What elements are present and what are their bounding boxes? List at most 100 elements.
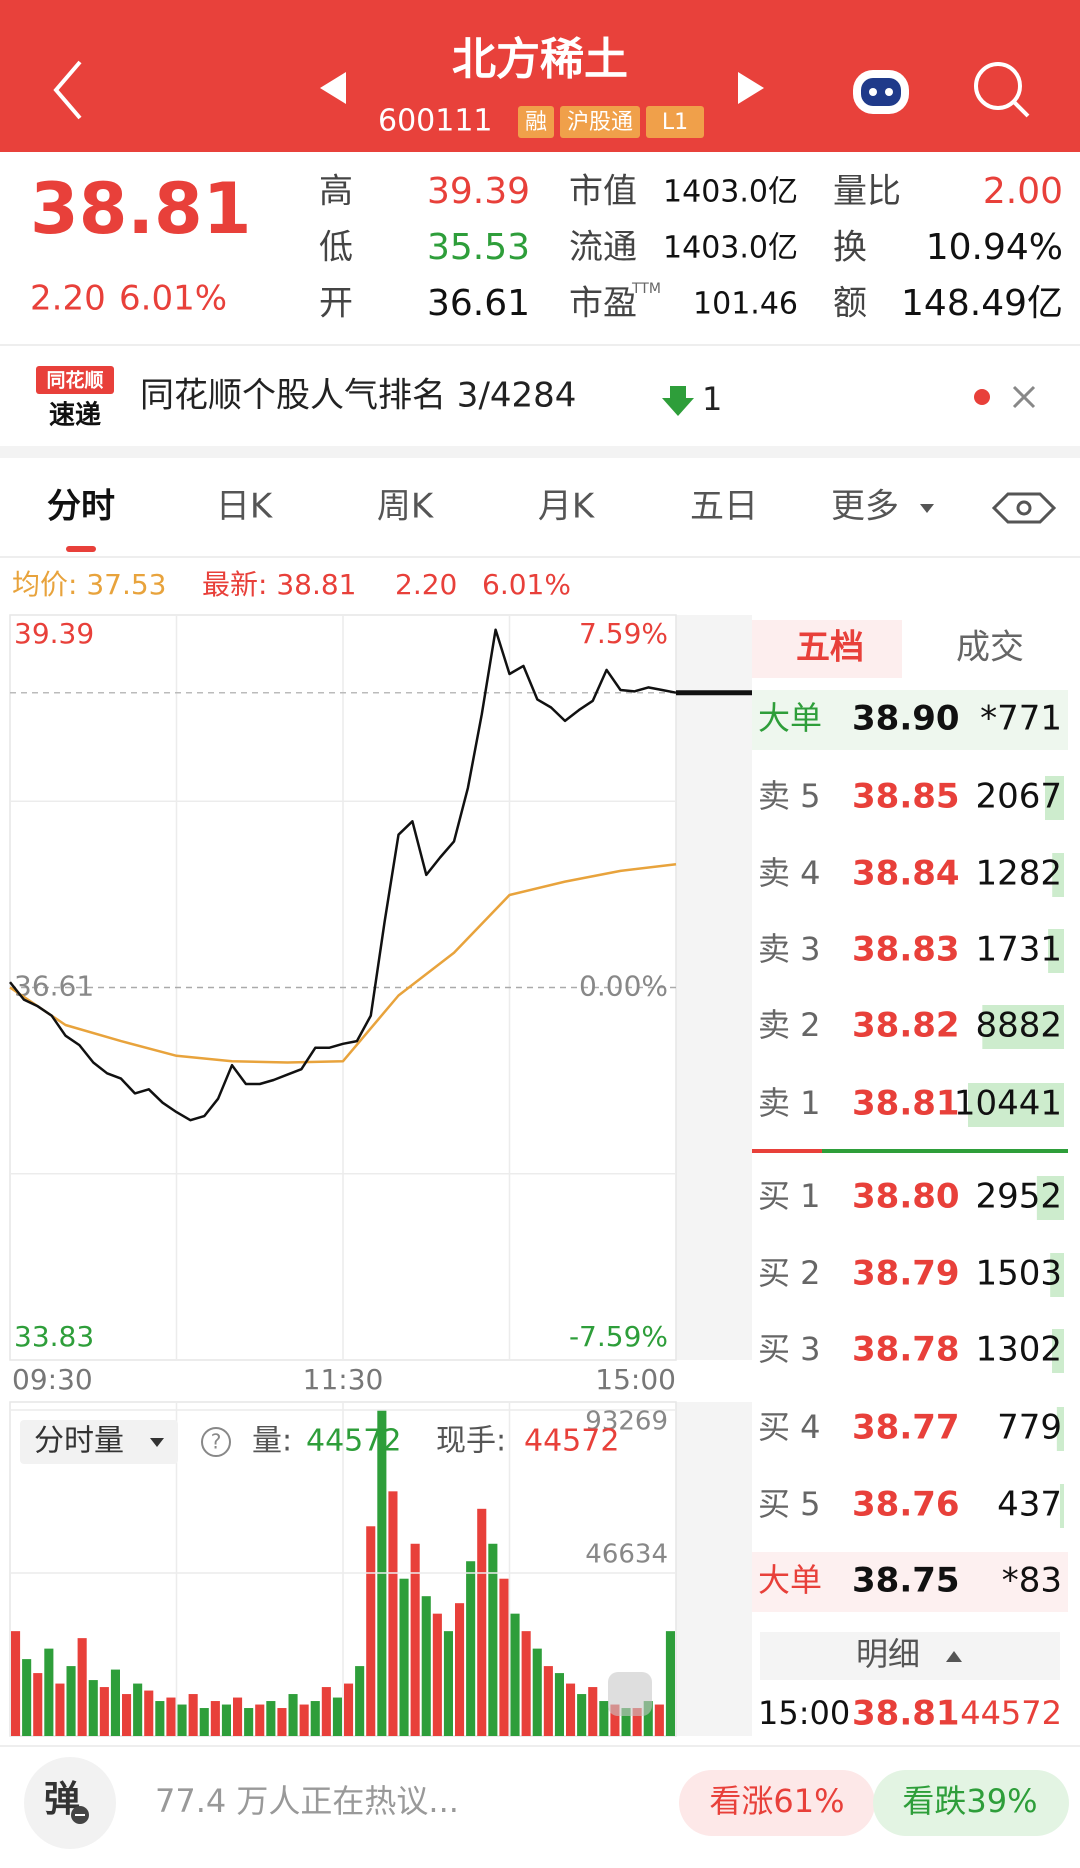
book-label: 大单: [758, 699, 822, 737]
y2-tick-label: 7.59%: [579, 617, 668, 650]
book-qty: 8882: [975, 1006, 1062, 1046]
bull-text[interactable]: 看涨61%: [709, 1782, 844, 1820]
settings-icon[interactable]: [991, 492, 1057, 524]
rank-down-arrow: [662, 386, 694, 416]
book-label: 卖 4: [758, 854, 821, 892]
volume-bar: [199, 1708, 209, 1736]
close-banner[interactable]: [1012, 385, 1036, 409]
banner-text[interactable]: 同花顺个股人气排名 3/4284: [140, 376, 576, 416]
bull-button[interactable]: [679, 1770, 875, 1836]
book-label: 买 1: [758, 1177, 821, 1215]
stat-value: 39.39: [427, 171, 530, 212]
book-qty: *771: [980, 699, 1062, 739]
stat-label: 额: [833, 284, 867, 324]
volume-bar: [621, 1708, 631, 1736]
next-stock[interactable]: [738, 72, 764, 104]
hand-value: 44572: [524, 1424, 619, 1459]
volume-bar: [477, 1508, 487, 1736]
book-price: 38.85: [852, 777, 960, 817]
volume-bar: [33, 1673, 43, 1736]
book-qty: *83: [1002, 1561, 1062, 1601]
fullscreen-icon[interactable]: [608, 1672, 652, 1716]
trade-time: 15:00: [758, 1694, 850, 1732]
robot-face: [861, 78, 901, 106]
search-icon[interactable]: [974, 62, 1022, 110]
book-qty: 1731: [975, 930, 1062, 970]
robot-eye: [885, 88, 893, 96]
book-label: 买 4: [758, 1408, 821, 1446]
detail-caret: [946, 1651, 962, 1662]
x-tick-label: 11:30: [303, 1363, 384, 1396]
volume-bar: [77, 1638, 87, 1736]
volume-bar: [366, 1526, 376, 1736]
chart-tab[interactable]: 周K: [377, 487, 435, 527]
x-tick-label: 09:30: [12, 1363, 93, 1396]
volume-bar: [399, 1578, 409, 1736]
volume-tick-label: 93269: [585, 1407, 668, 1437]
bear-text[interactable]: 看跌39%: [902, 1782, 1037, 1820]
chart-tab[interactable]: 日K: [216, 487, 274, 527]
help-icon[interactable]: [201, 1427, 231, 1457]
y-tick-label: 36.61: [14, 970, 94, 1003]
qty-bar: [1056, 1407, 1064, 1451]
volume-bar: [266, 1701, 276, 1736]
book-tab[interactable]: 五档: [796, 628, 864, 668]
book-qty: 437: [997, 1485, 1062, 1525]
book-tab[interactable]: 成交: [956, 628, 1024, 668]
volume-bar: [22, 1659, 32, 1736]
volume-bar: [88, 1680, 98, 1736]
book-qty: 1302: [975, 1330, 1062, 1370]
qty-bar: [1052, 1329, 1064, 1373]
stock-tag-text: L1: [662, 110, 688, 135]
book-price: 38.90: [852, 699, 960, 739]
book-label: 买 2: [758, 1254, 821, 1292]
after-hours-strip: [676, 615, 752, 1360]
book-qty: 10441: [954, 1084, 1062, 1124]
chart-tab[interactable]: 月K: [538, 487, 596, 527]
volume-bar: [488, 1543, 498, 1736]
back-button[interactable]: [53, 60, 82, 120]
stat-value: 148.49亿: [901, 283, 1063, 324]
avg-price: 均价: 37.53: [12, 568, 167, 601]
stat-value: 1403.0亿: [663, 175, 798, 210]
bear-button[interactable]: [873, 1770, 1069, 1836]
rank-change: 1: [702, 380, 722, 418]
volume-bar: [654, 1704, 664, 1736]
discuss-text[interactable]: 77.4 万人正在热议...: [155, 1782, 459, 1820]
after-hours-strip: [676, 1402, 752, 1736]
volume-selector-text: 分时量: [34, 1424, 124, 1459]
latest-change-pct: 6.01%: [482, 568, 571, 601]
chart-tab[interactable]: 五日: [690, 487, 758, 527]
detail-button[interactable]: [760, 1632, 1060, 1680]
help-mark: ?: [211, 1430, 222, 1454]
qty-bar: [1036, 1176, 1064, 1220]
stat-label: 市值: [569, 172, 637, 212]
book-price: 38.84: [852, 854, 960, 894]
stat-label: 开: [319, 284, 353, 324]
volume-bar: [244, 1708, 254, 1736]
book-qty: 779: [997, 1408, 1062, 1448]
prev-stock[interactable]: [320, 72, 346, 104]
book-label: 买 5: [758, 1485, 821, 1523]
chart-tab[interactable]: 更多: [831, 487, 899, 527]
qty-bar: [1059, 1484, 1064, 1528]
y2-tick-label: 0.00%: [579, 970, 668, 1003]
gap-strip: [0, 446, 1080, 458]
book-qty: 2952: [975, 1177, 1062, 1217]
qty-bar: [982, 1005, 1064, 1049]
tab-underline: [66, 546, 96, 552]
volume-bar: [554, 1673, 564, 1736]
volume-selector[interactable]: [20, 1420, 178, 1464]
volume-bar: [122, 1694, 132, 1736]
stat-label: 低: [319, 228, 353, 268]
volume-bar: [388, 1491, 398, 1736]
stat-value: 2.00: [983, 171, 1063, 212]
trade-price: 38.81: [852, 1694, 960, 1734]
comment-button[interactable]: [24, 1757, 116, 1849]
volume-bar: [277, 1708, 287, 1736]
volume-bar: [455, 1603, 465, 1736]
chart-tab[interactable]: 分时: [47, 487, 115, 527]
volume-bar: [443, 1631, 453, 1736]
big-order-bg: [752, 1552, 1068, 1612]
